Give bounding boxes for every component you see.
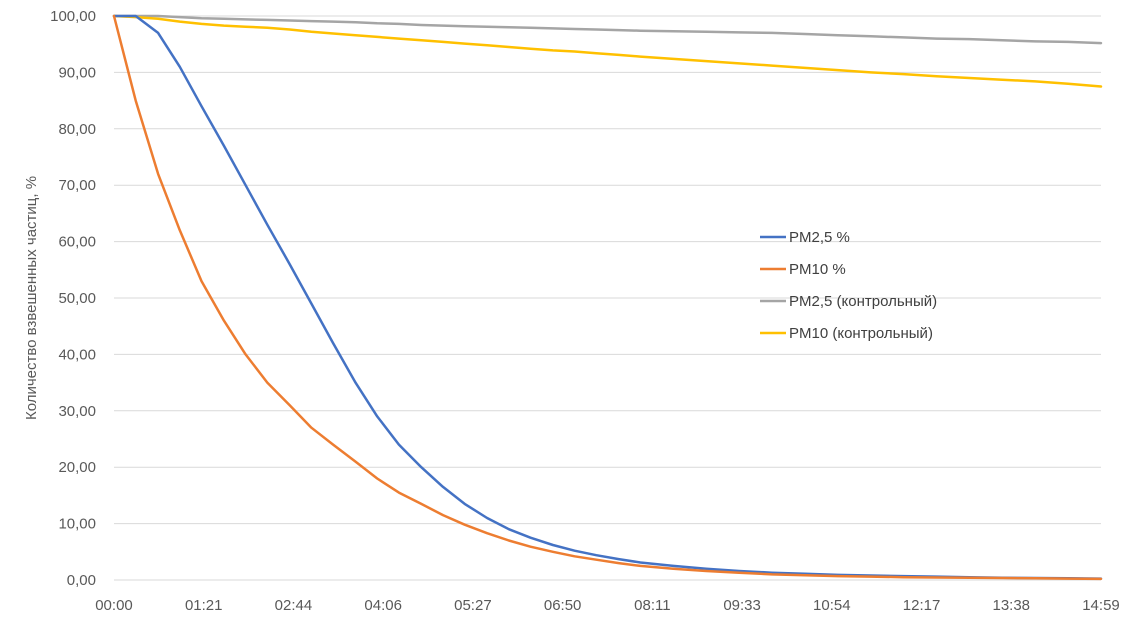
y-tick-label: 10,00 [58,516,96,533]
y-tick-label: 30,00 [58,403,96,420]
y-tick-label: 90,00 [58,64,96,81]
y-tick-label: 20,00 [58,459,96,476]
x-tick-label: 09:33 [723,597,761,614]
legend-label: PM2,5 % [789,229,850,246]
x-tick-label: 13:38 [992,597,1030,614]
legend: PM2,5 % PM10 % PM2,5 (контрольный) PM10 (ко… [760,229,937,342]
x-tick-label: 04:06 [364,597,402,614]
x-tick-label: 01:21 [185,597,223,614]
series-lines [112,14,1103,581]
series-line-1 [112,14,1103,581]
x-tick-label: 06:50 [544,597,582,614]
y-axis-title: Количество взвешенных частиц, % [23,176,40,420]
y-tick-label: 60,00 [58,234,96,251]
y-tick-label: 100,00 [50,8,96,25]
gridlines [114,15,1101,525]
y-axis-ticks: 0,00 10,00 20,00 30,00 40,00 50,00 60,00 70,00 8… [50,8,96,589]
legend-label: PM2,5 (контрольный) [789,293,937,310]
series-line-2 [112,14,1103,45]
x-tick-label: 10:54 [813,597,851,614]
legend-label: PM10 % [789,261,846,278]
x-tick-label: 08:11 [634,597,670,614]
y-tick-label: 40,00 [58,346,96,363]
legend-label: PM10 (контрольный) [789,325,933,342]
y-tick-label: 50,00 [58,290,96,307]
series-line-3 [112,14,1103,88]
x-tick-label: 12:17 [903,597,941,614]
x-tick-label: 00:00 [95,597,133,614]
x-tick-label: 02:44 [275,597,313,614]
y-tick-label: 70,00 [58,177,96,194]
y-tick-label: 0,00 [67,572,96,589]
series-line-0 [112,14,1103,580]
x-tick-label: 05:27 [454,597,492,614]
x-tick-label: 14:59 [1082,597,1120,614]
x-axis-ticks: 00:00 01:21 02:44 04:06 05:27 06:50 08:11 09:33… [95,597,1120,614]
y-tick-label: 80,00 [58,121,96,138]
